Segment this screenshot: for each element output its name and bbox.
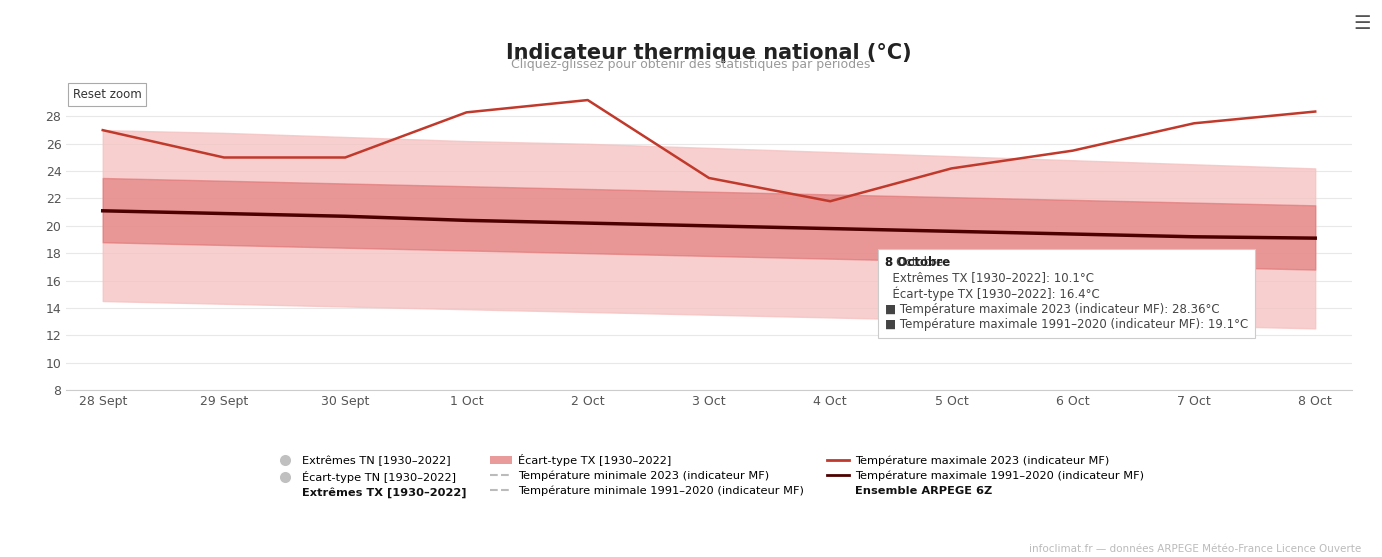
Text: Reset zoom: Reset zoom — [73, 88, 141, 101]
Text: Cliquez-glissez pour obtenir des statistiques par périodes: Cliquez-glissez pour obtenir des statist… — [511, 58, 871, 71]
Text: 8 Octobre
  Extrêmes TX [1930–2022]: 10.1°C
  Écart-type TX [1930–2022]: 16.4°C
: 8 Octobre Extrêmes TX [1930–2022]: 10.1°… — [884, 256, 1248, 331]
Text: 8 Octobre: 8 Octobre — [884, 256, 949, 269]
Text: infoclimat.fr — données ARPEGE Météo-France Licence Ouverte: infoclimat.fr — données ARPEGE Météo-Fra… — [1030, 544, 1361, 554]
Legend: Extrêmes TN [1930–2022], Écart-type TN [1930–2022], Extrêmes TX [1930–2022], Éca: Extrêmes TN [1930–2022], Écart-type TN [… — [269, 449, 1148, 503]
Title: Indicateur thermique national (°C): Indicateur thermique national (°C) — [506, 42, 912, 62]
Text: ☰: ☰ — [1353, 14, 1371, 33]
